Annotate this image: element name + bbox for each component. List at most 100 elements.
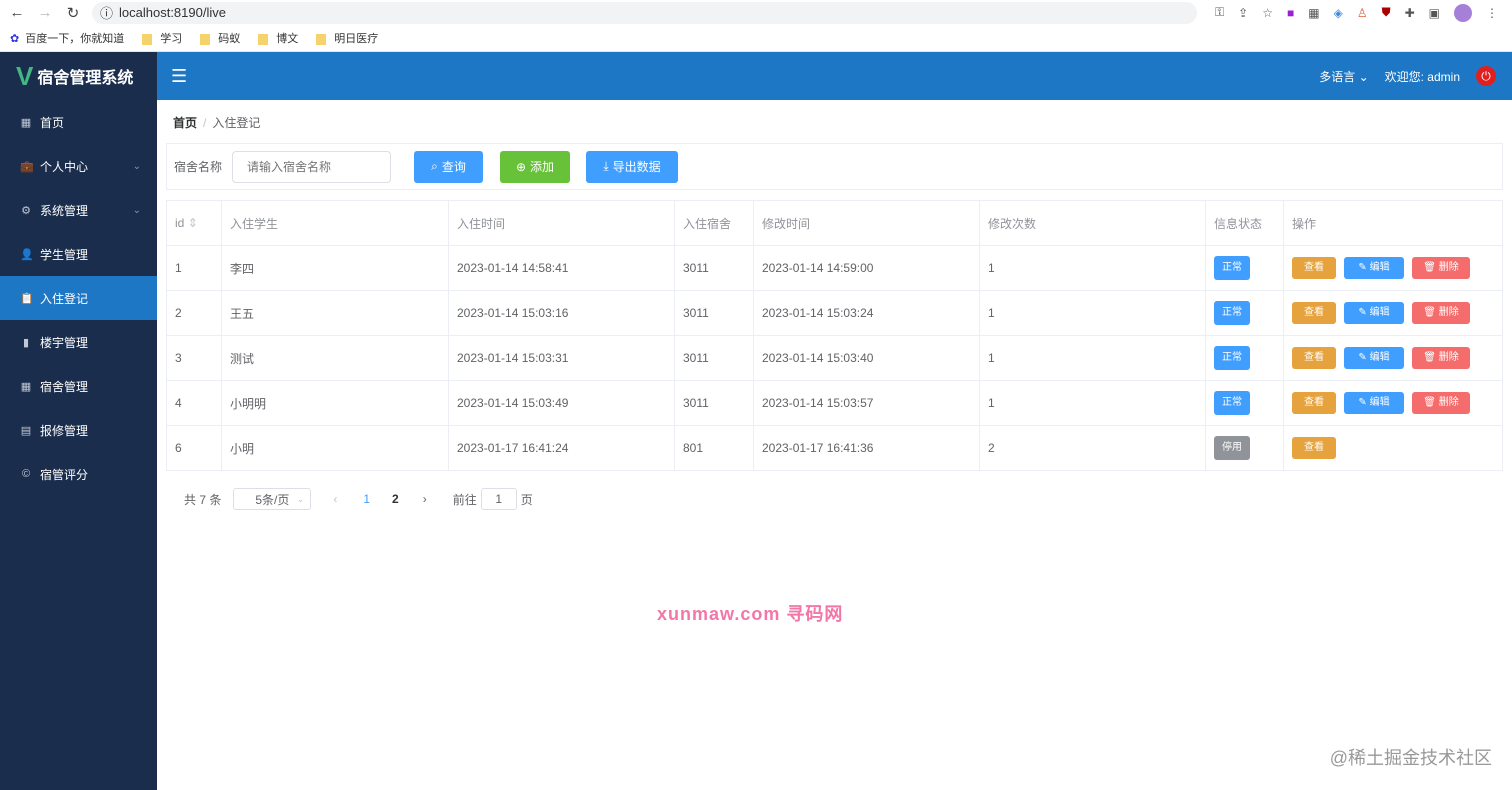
view-button[interactable]: 查看 xyxy=(1292,392,1336,414)
cell-id: 1 xyxy=(166,245,222,291)
edit-button[interactable]: ✎ 编辑 xyxy=(1344,257,1404,279)
app-title: 宿舍管理系统 xyxy=(37,70,134,87)
sidebar-item[interactable]: ▦ 宿舍管理 xyxy=(0,364,157,408)
cell-checkin-time: 2023-01-14 15:03:31 xyxy=(448,335,675,381)
copyright-icon: © xyxy=(21,468,31,480)
page-size-select[interactable]: 5条/页 ⌄ xyxy=(233,488,312,510)
delete-button[interactable]: 🗑 删除 xyxy=(1412,392,1470,414)
reload-icon[interactable]: ↻ xyxy=(66,4,80,22)
sidebar-item-label: 宿管评分 xyxy=(40,467,89,482)
breadcrumb-home[interactable]: 首页 xyxy=(173,116,198,130)
vue-logo-icon: V xyxy=(16,60,34,91)
sidebar-item[interactable]: © 宿管评分 xyxy=(0,452,157,496)
logout-power-icon[interactable]: ⏻ xyxy=(1476,66,1496,86)
info-icon: ⓘ xyxy=(100,6,114,21)
table-row: 6 小明 2023-01-17 16:41:24 801 2023-01-17 16:4… xyxy=(166,425,1503,471)
watermark: @稀土掘金技术社区 xyxy=(1329,748,1492,768)
cell-modified-time: 2023-01-14 14:59:00 xyxy=(753,245,980,291)
edit-button[interactable]: ✎ 编辑 xyxy=(1344,392,1404,414)
export-button[interactable]: ⤓ 导出数据 xyxy=(586,150,679,183)
sidebar-item[interactable]: ▮ 楼宇管理 xyxy=(0,320,157,364)
ublock-icon[interactable]: ⛊ xyxy=(1381,5,1391,19)
extension-icon[interactable]: ▦ xyxy=(1308,5,1320,20)
cell-status: 正常 xyxy=(1205,245,1284,291)
trash-icon: 🗑 xyxy=(1423,352,1436,363)
forward-icon[interactable]: → xyxy=(37,4,53,21)
page-unit-label: 页 xyxy=(520,492,533,507)
sort-icon[interactable]: ⇕ xyxy=(187,216,198,230)
cell-dorm: 3011 xyxy=(674,335,754,381)
language-dropdown[interactable]: 多语言 ⌄ xyxy=(1319,69,1369,84)
sidebar-item[interactable]: 👤 学生管理 xyxy=(0,232,157,276)
star-icon[interactable]: ☆ xyxy=(1262,5,1273,20)
sidebar-item-label: 报修管理 xyxy=(40,423,89,438)
trash-icon: 🗑 xyxy=(1423,397,1436,408)
sidebar-item[interactable]: 📋 入住登记 xyxy=(0,276,157,320)
sidebar-item[interactable]: ⚙ 系统管理 ⌄ xyxy=(0,188,157,232)
puzzle-icon[interactable]: ✚ xyxy=(1404,5,1415,20)
dorm-name-input[interactable] xyxy=(232,150,392,183)
address-bar[interactable]: ⓘ localhost:8190/live xyxy=(92,1,1198,24)
cell-dorm: 3011 xyxy=(674,380,754,426)
sidebar-item-label: 系统管理 xyxy=(40,203,89,218)
sidebar-item-label: 宿舍管理 xyxy=(40,379,89,394)
delete-button[interactable]: 🗑 删除 xyxy=(1412,302,1470,324)
bar-chart-icon: ▮ xyxy=(22,336,30,349)
view-button[interactable]: 查看 xyxy=(1292,302,1336,324)
extension-icon[interactable]: ♙ xyxy=(1356,5,1368,20)
profile-avatar[interactable] xyxy=(1454,3,1472,22)
prev-page-button[interactable]: ‹ xyxy=(333,492,338,506)
goto-label: 前往 xyxy=(452,492,477,507)
bookmark-baidu[interactable]: ✿ 百度一下，你就知道 xyxy=(10,33,125,45)
sidebar-item[interactable]: ▤ 报修管理 xyxy=(0,408,157,452)
sidebar-item[interactable]: ▦ 首页 xyxy=(0,100,157,144)
bookmark-folder[interactable]: 学习 xyxy=(142,30,182,46)
browser-chrome: ← → ↻ ⓘ localhost:8190/live ⚿ ⇪ ☆ ■ ▦ ◈ ♙ ⛊ ✚ ▣ ⋮ ✿… xyxy=(0,0,1512,52)
watermark: xunmaw.com 寻码网 xyxy=(657,604,844,624)
edit-button[interactable]: ✎ 编辑 xyxy=(1344,302,1404,324)
bookmark-folder[interactable]: 明日医疗 xyxy=(316,30,378,46)
bookmark-folder[interactable]: 码蚁 xyxy=(200,30,240,46)
cell-id: 6 xyxy=(166,425,222,471)
sidebar-item-label: 楼宇管理 xyxy=(40,335,89,350)
main-content: 首页/入住登记 宿舍名称 ⌕查询 ⊕添加 ⤓导出数据 id ⇕入住学生入住时间入… xyxy=(157,100,1512,790)
cell-actions: 查看 ✎ 编辑 🗑 删除 xyxy=(1283,290,1503,336)
delete-button[interactable]: 🗑 删除 xyxy=(1412,257,1470,279)
cell-modified-time: 2023-01-17 16:41:36 xyxy=(753,425,980,471)
folder-icon xyxy=(258,33,269,45)
extension-icon[interactable]: ◈ xyxy=(1333,5,1343,20)
share-icon[interactable]: ⇪ xyxy=(1238,5,1249,20)
total-count: 共 7 条 xyxy=(184,492,222,507)
back-icon[interactable]: ← xyxy=(9,4,25,21)
goto-page-input[interactable]: 1 xyxy=(480,488,517,510)
cell-actions: 查看 ✎ 编辑 🗑 删除 xyxy=(1283,245,1503,291)
sidepanel-icon[interactable]: ▣ xyxy=(1428,5,1440,20)
chevron-down-icon: ⌄ xyxy=(132,204,141,216)
bookmark-folder[interactable]: 博文 xyxy=(258,30,298,46)
next-page-button[interactable]: › xyxy=(422,492,427,506)
column-header[interactable]: id ⇕ xyxy=(166,200,222,246)
view-button[interactable]: 查看 xyxy=(1292,437,1336,459)
more-icon[interactable]: ⋮ xyxy=(1486,5,1498,20)
page-1[interactable]: 1 xyxy=(363,492,371,506)
key-icon[interactable]: ⚿ xyxy=(1215,5,1225,19)
view-button[interactable]: 查看 xyxy=(1292,347,1336,369)
view-button[interactable]: 查看 xyxy=(1292,257,1336,279)
extension-icon[interactable]: ■ xyxy=(1286,5,1295,20)
sidebar-item-label: 入住登记 xyxy=(40,291,89,306)
status-badge: 正常 xyxy=(1214,301,1250,325)
sidebar-item[interactable]: 💼 个人中心 ⌄ xyxy=(0,144,157,188)
page-2[interactable]: 2 xyxy=(392,492,399,506)
add-button[interactable]: ⊕ 添加 xyxy=(500,150,571,183)
menu-toggle-icon[interactable]: ☰ xyxy=(171,65,188,86)
query-button[interactable]: ⌕ 查询 xyxy=(414,150,484,183)
delete-button[interactable]: 🗑 删除 xyxy=(1412,347,1470,369)
status-badge: 正常 xyxy=(1214,391,1250,415)
column-header: 入住时间 xyxy=(448,200,675,246)
cell-student: 小明 xyxy=(221,425,449,471)
plus-circle-icon: ⊕ xyxy=(515,159,527,174)
cell-modified-time: 2023-01-14 15:03:40 xyxy=(753,335,980,381)
column-header: 入住宿舍 xyxy=(674,200,754,246)
url-text: localhost:8190/live xyxy=(119,5,226,20)
edit-button[interactable]: ✎ 编辑 xyxy=(1344,347,1404,369)
